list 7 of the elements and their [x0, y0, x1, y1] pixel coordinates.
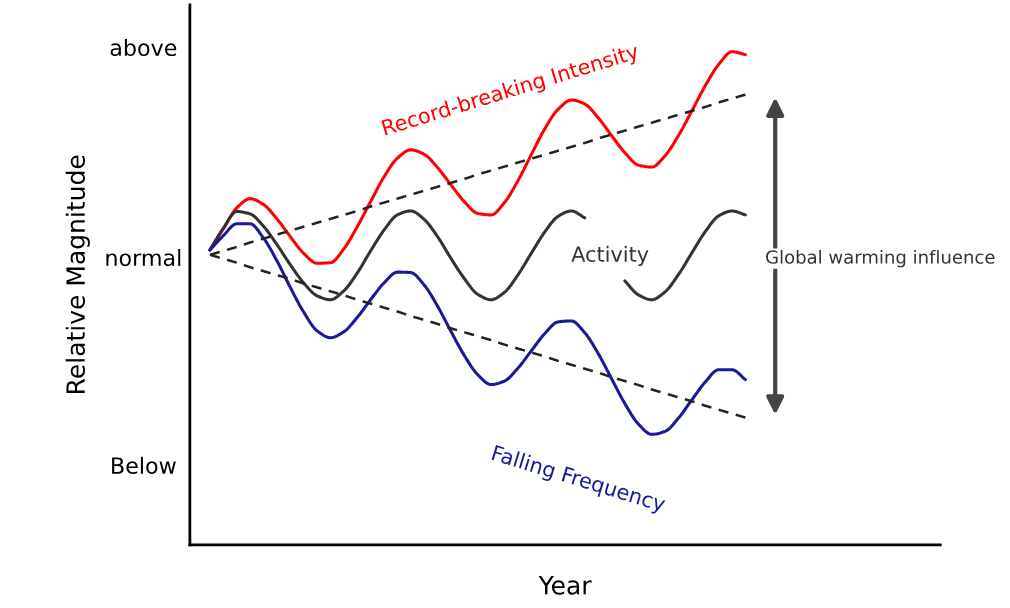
- series-label: Activity: [571, 245, 649, 266]
- text: normal: [106, 248, 181, 267]
- text: above: [110, 38, 177, 57]
- text: Below: [112, 456, 176, 475]
- text: Global warming influence: [766, 249, 995, 268]
- y-axis-title: Relative Magnitude: [65, 155, 90, 393]
- x-axis-title: Year: [538, 576, 592, 595]
